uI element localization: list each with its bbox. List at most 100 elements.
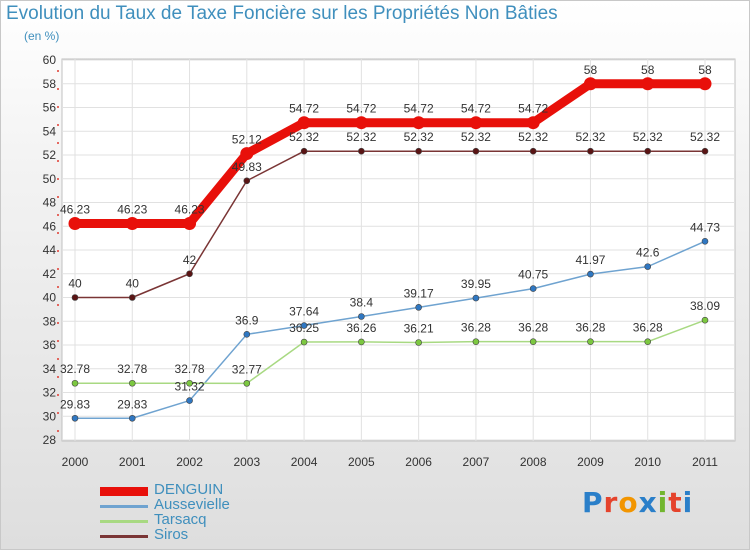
data-point [644,263,652,270]
data-label: 36.21 [404,322,434,336]
legend-swatch [100,534,148,538]
data-label: 37.64 [289,305,319,319]
data-label: 54.72 [518,102,548,116]
x-tick-label: 2005 [348,455,375,469]
data-label: 32.78 [60,362,90,376]
data-point [701,147,709,155]
x-tick-label: 2011 [692,455,718,469]
data-point [587,270,594,278]
data-label: 58 [698,63,712,77]
data-point [583,77,597,91]
data-point [469,116,483,130]
y-tick-label: 56 [43,101,57,115]
legend-label: DENGUIN [154,481,224,498]
y-axis-ticks: 28 30 32 34 36 38 40 42 44 46 48 50 52 54 56 58 60 [43,53,57,447]
data-point [358,313,365,320]
data-point [472,338,480,345]
data-label: 40 [68,277,82,291]
grid-lines [57,59,735,441]
x-tick-label: 2008 [520,455,547,469]
y-tick-label: 50 [43,172,57,186]
series-line-aussevielle [75,240,706,420]
data-point [125,217,139,231]
data-label: 42 [183,253,197,267]
data-point [354,116,368,130]
data-point [358,147,365,155]
y-tick-label: 30 [43,409,57,423]
x-tick-label: 2000 [62,455,89,469]
x-tick-label: 2009 [577,455,604,469]
legend-label: Tarsacq [154,511,207,528]
data-label: 52.32 [518,130,548,144]
series-line-siros [75,150,705,299]
data-label: 52.32 [633,130,663,144]
y-tick-label: 60 [43,53,57,67]
data-point [128,414,136,422]
data-point [240,147,254,161]
y-tick-label: 44 [43,243,57,257]
data-point [183,217,197,231]
data-point [300,322,308,329]
legend-swatch [100,504,148,508]
y-axis-unit: (en %) [24,29,60,43]
data-label: 52.32 [690,130,720,144]
data-point [529,147,537,155]
data-labels: 46.23 46.23 46.23 52.12 54.72 54.72 54.72 54.72… [60,63,720,412]
data-label: 38.09 [690,299,720,313]
data-point [587,147,594,155]
data-label: 36.26 [346,321,376,335]
data-label: 49.83 [232,160,262,174]
data-label: 32.78 [175,362,205,376]
data-label: 52.32 [404,130,434,144]
data-point [701,316,709,324]
legend-label: Aussevielle [154,496,230,513]
data-point [641,77,655,91]
data-label: 52.32 [575,130,605,144]
data-point [701,238,709,245]
data-point [412,116,426,130]
data-label: 46.23 [117,203,147,217]
data-label: 32.78 [117,362,147,376]
data-label: 58 [641,63,655,77]
data-point [415,304,422,311]
data-point [472,147,480,155]
data-point [472,294,480,302]
y-tick-label: 58 [43,77,57,91]
data-label: 42.6 [636,246,660,260]
x-tick-label: 2010 [634,455,661,469]
data-label: 29.83 [117,397,147,411]
x-tick-label: 2003 [233,455,260,469]
data-point [243,331,251,338]
data-point [186,397,193,404]
data-point [698,77,712,91]
data-point [243,177,251,185]
data-point [358,338,365,346]
data-point [71,379,79,387]
y-tick-label: 42 [43,267,57,281]
chart-title: Evolution du Taux de Taxe Foncière sur l… [6,3,558,24]
data-point [644,147,652,155]
y-tick-label: 46 [43,219,57,233]
data-label: 40.75 [518,268,548,282]
data-point [300,147,308,155]
legend-swatch [100,519,148,523]
data-point [128,379,136,387]
data-label: 36.28 [633,321,663,335]
data-label: 40 [126,277,140,291]
data-label: 54.72 [346,102,376,116]
data-point [71,414,79,422]
data-point [529,285,537,292]
legend-label: Siros [154,526,189,543]
data-point [587,338,594,345]
y-tick-label: 54 [43,124,57,138]
x-tick-label: 2002 [176,455,203,469]
data-label: 31.32 [175,380,205,394]
data-label: 44.73 [690,220,720,234]
data-label: 29.83 [60,397,90,411]
data-point [526,116,540,130]
data-label: 36.28 [518,321,548,335]
y-tick-label: 34 [43,362,57,376]
data-label: 36.9 [235,313,259,327]
data-point [415,339,422,346]
